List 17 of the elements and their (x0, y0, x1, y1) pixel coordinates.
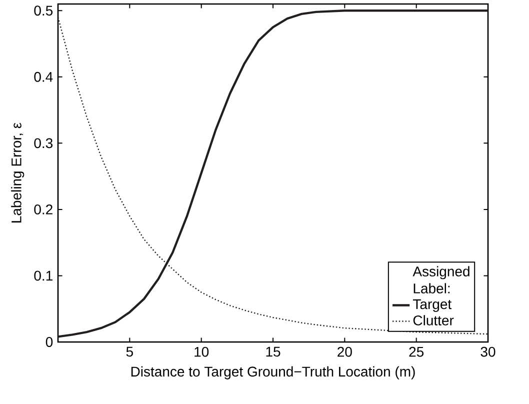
legend-label: Target (413, 299, 452, 312)
y-tick-label: 0.5 (34, 6, 53, 16)
x-tick-label: 20 (338, 346, 352, 357)
y-axis-title: Labeling Error, ε (11, 122, 24, 222)
legend-title: Assigned Label: (412, 266, 470, 294)
x-tick-label: 10 (194, 346, 209, 357)
x-tick-label: 30 (480, 346, 496, 357)
y-tick-label: 0 (46, 337, 53, 347)
x-axis-title: Distance to Target Ground−Truth Location (m) (131, 366, 415, 380)
y-tick-label: 0.3 (34, 138, 53, 148)
y-tick-label: 0.2 (34, 204, 52, 214)
legend-label: Clutter (413, 315, 454, 326)
y-tick-label: 0.4 (34, 72, 53, 82)
x-tick-label: 15 (266, 346, 280, 357)
x-tick-label: 25 (409, 346, 424, 357)
x-tick-label: 5 (126, 346, 133, 357)
y-tick-label: 0.1 (34, 270, 52, 281)
